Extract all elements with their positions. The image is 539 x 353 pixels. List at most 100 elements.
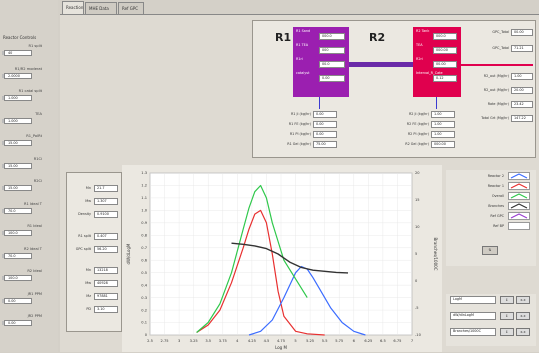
- r1-field-label: R1 Sand: [296, 29, 311, 33]
- r2-field-value[interactable]: 0.12: [433, 75, 457, 82]
- sidebar-field[interactable]: 1.000: [2, 117, 32, 124]
- r1-output-label: R1 PI (kg/hr): [289, 132, 311, 136]
- y2-tick-label: 5: [415, 252, 417, 256]
- legend-toggle-button[interactable]: ⇅: [482, 246, 498, 255]
- axis-format-button[interactable]: x.x: [516, 328, 530, 336]
- r2-output-value[interactable]: 1.00: [431, 131, 455, 138]
- r2-stat-label: R2_out (Mg/hr): [483, 88, 509, 92]
- stat-label: PD: [86, 307, 91, 312]
- total-value[interactable]: 00.00: [511, 29, 533, 36]
- sidebar-field[interactable]: 2.0000: [2, 72, 32, 79]
- sidebar-field[interactable]: 100.0: [2, 230, 32, 236]
- r1-output-label: R1 FE (kg/hr): [288, 122, 311, 126]
- tab-mhe-data[interactable]: MHE Data: [85, 2, 117, 14]
- stat-value[interactable]: 3.10: [94, 306, 118, 314]
- sidebar-field[interactable]: 1.000: [2, 95, 32, 101]
- x-tick-label: 6.25: [364, 339, 372, 343]
- legend-label: Ref BP: [493, 224, 504, 228]
- total-value[interactable]: 71.21: [511, 45, 533, 52]
- stat-value[interactable]: 0.9100: [94, 211, 118, 219]
- tab-ref-gpc[interactable]: Ref GPC: [118, 2, 144, 14]
- stat-value[interactable]: 97881: [94, 293, 118, 301]
- tab-reaction[interactable]: Reaction: [62, 1, 84, 14]
- stat-value[interactable]: 40928: [94, 280, 118, 288]
- r2-stat-value[interactable]: 1.00: [511, 73, 533, 80]
- stat-value[interactable]: 1.307: [94, 198, 118, 206]
- sidebar-field[interactable]: 15.00: [2, 162, 32, 169]
- r2-outlet-line: [461, 64, 533, 66]
- r1-field-value[interactable]: 000.0: [319, 33, 345, 40]
- y-tick-label: 1.1: [141, 196, 147, 200]
- axis-select[interactable]: dW/dlnLogM: [450, 312, 496, 320]
- stat-label: Mz: [86, 294, 91, 299]
- r2-output-value[interactable]: 000.00: [431, 141, 455, 148]
- stat-value[interactable]: 0.407: [94, 232, 118, 240]
- sidebar-label: R1 Ideal T: [23, 201, 42, 206]
- x-tick-label: 2.75: [161, 339, 169, 343]
- axis-scale-button[interactable]: ↕: [500, 328, 514, 336]
- r2-stat-value[interactable]: 147.22: [511, 115, 533, 122]
- x-tick-label: 5.25: [306, 339, 314, 343]
- stat-value[interactable]: 56.20: [94, 245, 118, 253]
- y2-tick-label: -5: [415, 306, 419, 310]
- r1-output-line: [319, 97, 320, 109]
- x-tick-label: 6.5: [380, 339, 386, 343]
- r2-stat-value[interactable]: 23.42: [511, 101, 533, 108]
- sidebar-field[interactable]: 70.0: [2, 207, 32, 214]
- x-tick-label: 5: [294, 339, 296, 343]
- stat-label: GPC split: [75, 246, 91, 251]
- axis-format-button[interactable]: x.x: [516, 312, 530, 320]
- legend-swatch[interactable]: [508, 182, 530, 190]
- axis-controls: LogM ↕ x.x dW/dlnLogM ↕ x.x Branches/1000C ↕ x.x: [446, 294, 536, 346]
- y-tick-label: 0: [145, 333, 148, 337]
- r2-stat-value[interactable]: 20.00: [511, 87, 533, 94]
- r1-output-value[interactable]: 0.00: [313, 131, 337, 138]
- sidebar-label: R1Ci: [33, 156, 42, 161]
- r1-field-value[interactable]: 0.00: [319, 75, 345, 82]
- legend-swatch[interactable]: [508, 202, 530, 210]
- r2-field-label: R2ri: [416, 57, 423, 61]
- r1-output-value[interactable]: 75.00: [313, 141, 337, 148]
- axis-format-button[interactable]: x.x: [516, 296, 530, 304]
- stat-label: Mn: [85, 267, 91, 272]
- r2-output-label: R2 Gel (kg/hr): [405, 142, 429, 146]
- r1-field-value[interactable]: 000: [319, 47, 345, 54]
- sidebar-label: R2 Ideal: [27, 269, 42, 273]
- legend-swatch[interactable]: [508, 212, 530, 220]
- legend-swatch[interactable]: [508, 222, 530, 230]
- sidebar-field[interactable]: 15.00: [2, 140, 32, 146]
- sidebar-field[interactable]: 70.0: [2, 252, 32, 259]
- total-label: GPC_Total: [492, 30, 509, 34]
- y-tick-label: 0.2: [141, 308, 147, 312]
- stat-value[interactable]: 21.7: [94, 185, 118, 192]
- r2-field-label: TEA: [416, 43, 423, 47]
- axis-select[interactable]: LogM: [450, 296, 496, 304]
- r2-title: R2: [369, 31, 386, 44]
- sidebar-field[interactable]: 100.0: [2, 275, 32, 281]
- gpc-chart: 2.5 2.75 3 3.25 3.5 3.75 4 4.25 4.5 4.75 5 5.25 5.5 5…: [126, 171, 438, 350]
- r1-output-value[interactable]: 0.00: [313, 111, 337, 118]
- stat-label: Mw: [85, 281, 91, 286]
- r2-field-value[interactable]: 000.0: [433, 33, 457, 40]
- sidebar-field[interactable]: 40: [2, 50, 32, 56]
- r1-field-label: catalyst: [296, 71, 310, 75]
- r1-field-value[interactable]: 00.0: [319, 61, 345, 68]
- r2-output-value[interactable]: 1.00: [431, 111, 455, 118]
- axis-scale-button[interactable]: ↕: [500, 296, 514, 304]
- sidebar-field[interactable]: 0.00: [2, 320, 32, 326]
- sidebar-label: JR1 PPM: [27, 291, 42, 296]
- axis-scale-button[interactable]: ↕: [500, 312, 514, 320]
- stat-value[interactable]: 13218: [94, 266, 118, 274]
- legend-swatch[interactable]: [508, 172, 530, 180]
- r2-field-value[interactable]: 00.00: [433, 61, 457, 68]
- sidebar-field[interactable]: 0.00: [2, 297, 32, 304]
- x-tick-label: 3.25: [190, 339, 198, 343]
- axis-select[interactable]: Branches/1000C: [450, 328, 496, 336]
- r2-output-value[interactable]: 1.00: [431, 121, 455, 128]
- legend-swatch[interactable]: [508, 192, 530, 200]
- sidebar-field[interactable]: 15.00: [2, 185, 32, 191]
- r1-output-value[interactable]: 0.00: [313, 121, 337, 128]
- reactor-controls-sidebar: Reactor Controls R1 split 40 R1/R2 moderat…: [0, 0, 58, 352]
- x-tick-label: 4.75: [277, 339, 285, 343]
- r2-field-value[interactable]: 000.00: [433, 47, 457, 54]
